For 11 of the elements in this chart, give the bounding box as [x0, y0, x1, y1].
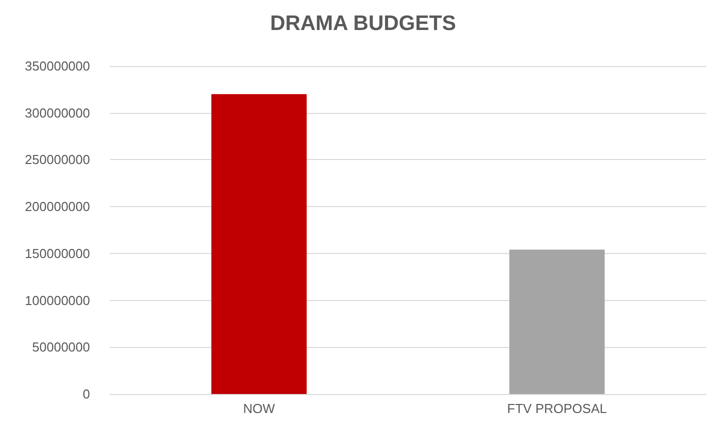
- y-tick-label: 250000000: [24, 152, 90, 168]
- x-tick-label: NOW: [243, 401, 276, 416]
- y-tick-label: 200000000: [24, 199, 90, 214]
- y-tick-label: 300000000: [24, 105, 90, 120]
- y-tick-label: 100000000: [24, 292, 90, 308]
- y-tick-label: 150000000: [24, 246, 90, 261]
- y-tick-label: 350000000: [24, 58, 90, 74]
- chart-title: DRAMA BUDGETS: [270, 12, 456, 35]
- y-tick-label: 0: [82, 386, 90, 402]
- y-tick-label: 50000000: [32, 340, 90, 355]
- x-tick-label: FTV PROPOSAL: [507, 401, 607, 416]
